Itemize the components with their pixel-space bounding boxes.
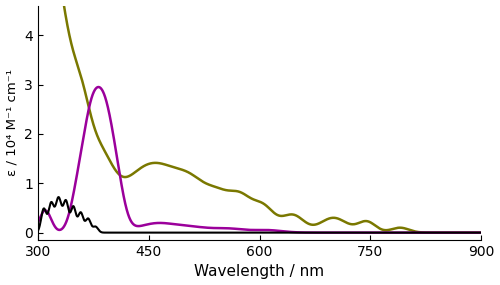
X-axis label: Wavelength / nm: Wavelength / nm (194, 264, 324, 280)
Y-axis label: ε / 10⁴ M⁻¹ cm⁻¹: ε / 10⁴ M⁻¹ cm⁻¹ (6, 69, 18, 176)
